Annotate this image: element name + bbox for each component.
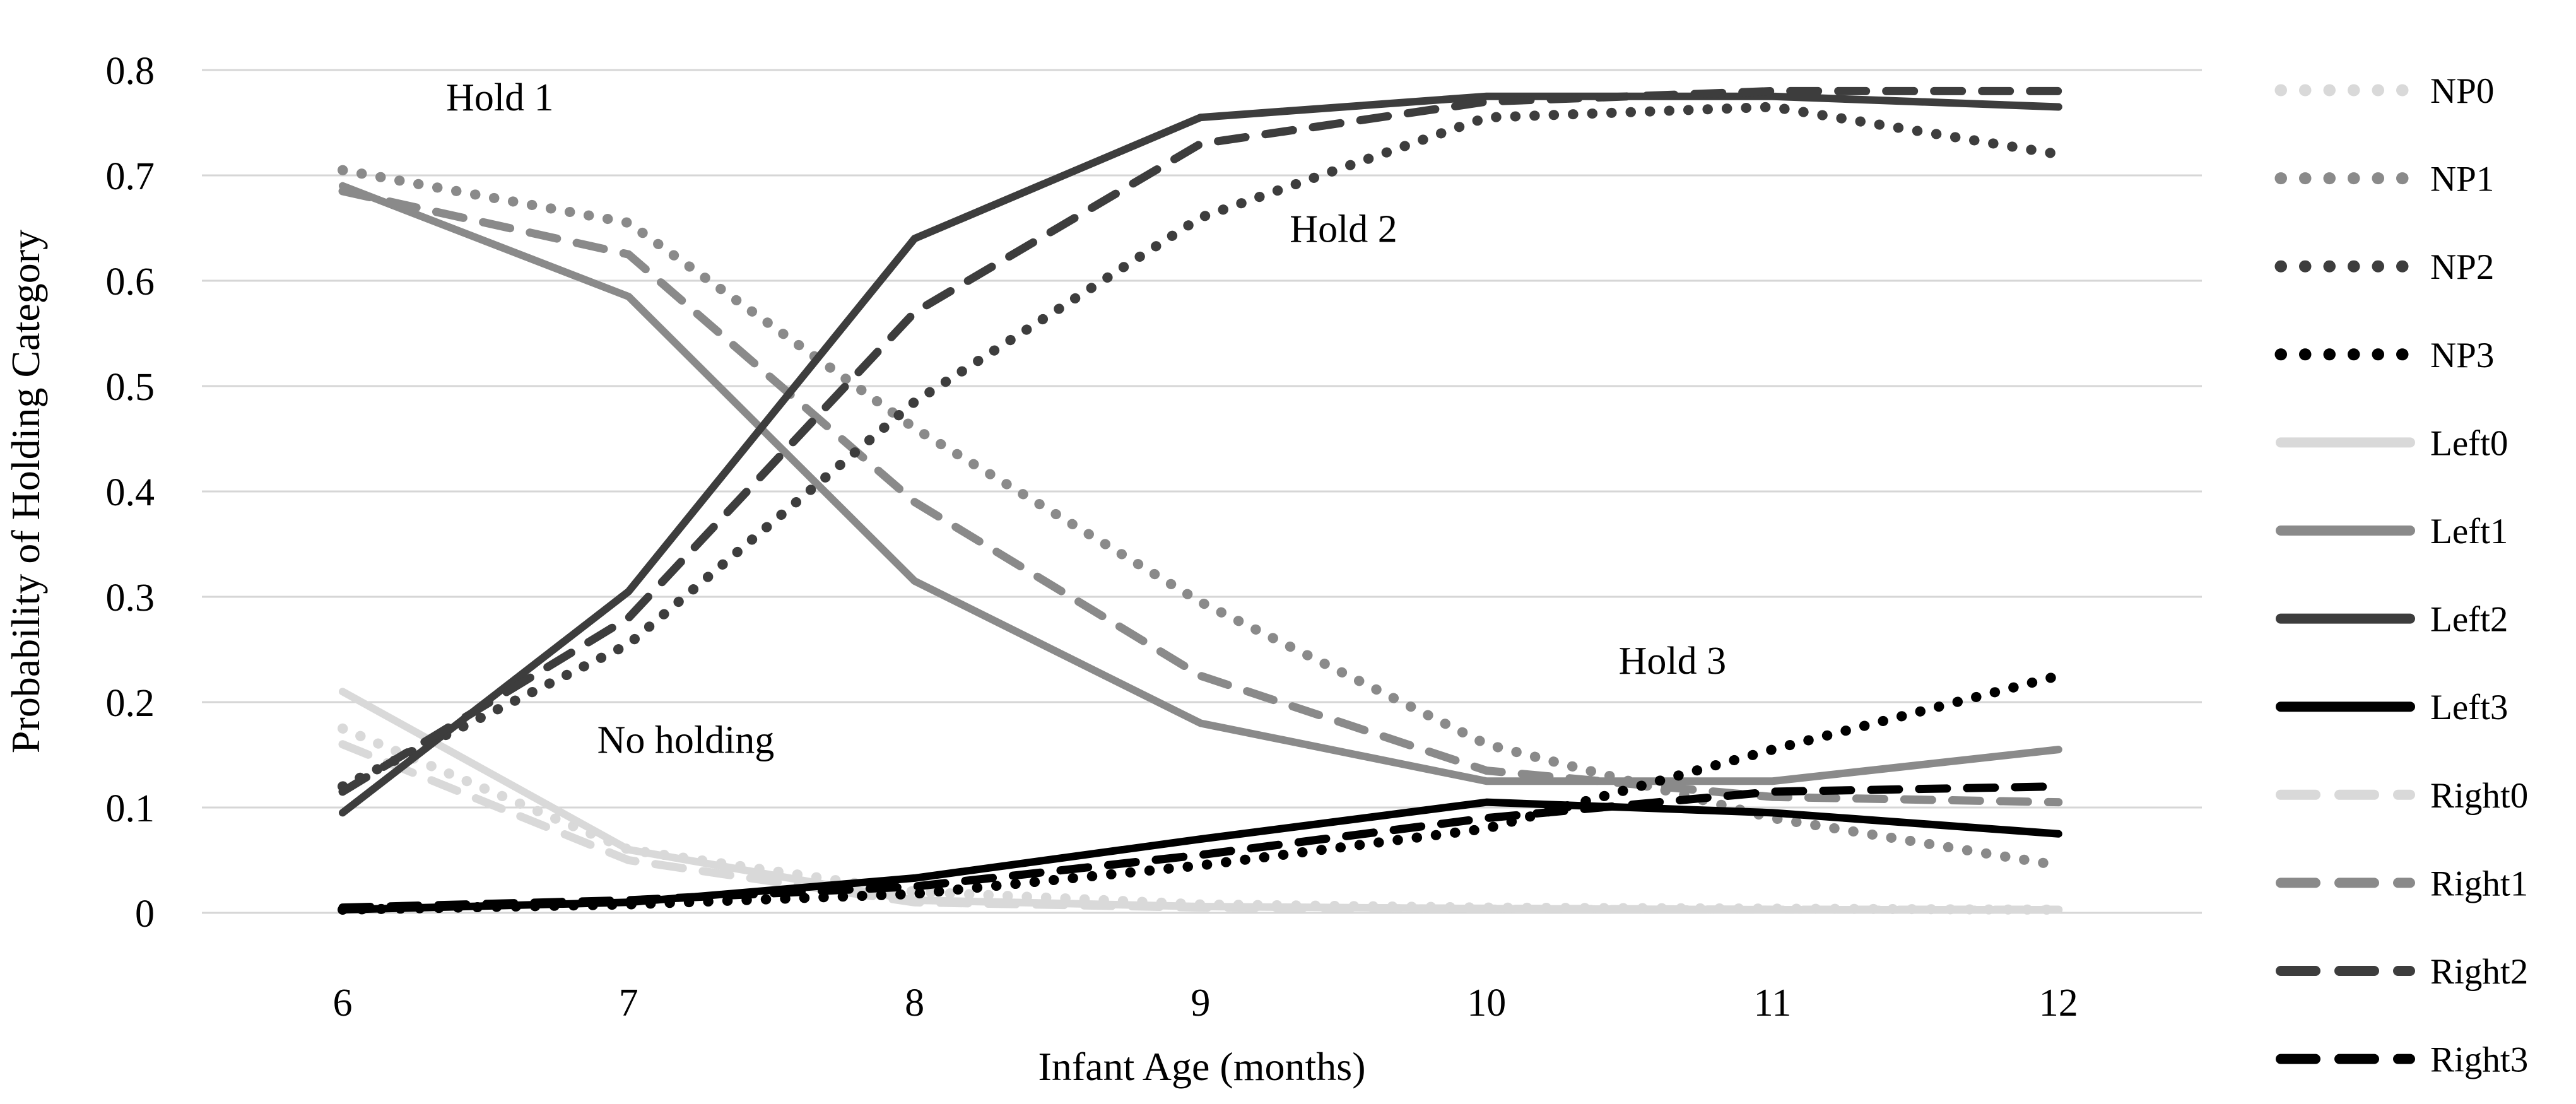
x-tick-label: 8 xyxy=(905,982,924,1025)
series-line-Left1 xyxy=(339,182,2062,785)
legend-label: Left1 xyxy=(2430,512,2508,551)
legend-label: Right2 xyxy=(2430,952,2528,992)
legend-label: Right1 xyxy=(2430,864,2528,903)
legend-item-Right0: Right0 xyxy=(2276,776,2528,816)
x-tick-label: 9 xyxy=(1191,982,1210,1025)
annotation-hold-3: Hold 3 xyxy=(1619,640,1727,683)
legend-item-Left0: Left0 xyxy=(2276,423,2508,463)
series-line-NP1 xyxy=(338,165,2064,871)
legend: NP0 NP1 NP2 NP3 Left0 Left1 Left2 Left3 Right0 Ri… xyxy=(2274,71,2528,1080)
series-line-Right0 xyxy=(338,740,2063,914)
series-line-NP2 xyxy=(338,102,2064,792)
y-tick-label: 0.1 xyxy=(106,787,155,830)
y-tick-label: 0.6 xyxy=(106,261,155,303)
x-tick-label: 10 xyxy=(1467,982,1506,1025)
annotation-hold-2: Hold 2 xyxy=(1290,208,1397,251)
x-axis-title: Infant Age (months) xyxy=(1038,1044,1366,1089)
series-line-Right2 xyxy=(338,86,2063,796)
legend-label: Right0 xyxy=(2430,776,2528,816)
y-tick-label: 0.5 xyxy=(106,366,155,409)
x-tick-label: 6 xyxy=(333,982,353,1025)
y-tick-label: 0.7 xyxy=(106,155,155,198)
x-tick-label: 12 xyxy=(2039,982,2078,1025)
series-line-Right3 xyxy=(338,782,2063,912)
legend-item-NP2: NP2 xyxy=(2274,247,2494,287)
legend-item-NP3: NP3 xyxy=(2274,336,2494,375)
legend-item-Left3: Left3 xyxy=(2276,688,2508,727)
legend-item-Right2: Right2 xyxy=(2276,952,2528,992)
legend-label: Left3 xyxy=(2430,688,2508,727)
legend-item-NP1: NP1 xyxy=(2274,160,2494,199)
series-line-Left2 xyxy=(339,92,2062,817)
legend-label: NP0 xyxy=(2430,71,2494,111)
y-tick-label: 0.3 xyxy=(106,577,155,620)
y-tick-label: 0.8 xyxy=(106,50,155,93)
legend-label: Left0 xyxy=(2430,423,2508,463)
annotation-hold-1: Hold 1 xyxy=(446,76,554,119)
legend-label: Left2 xyxy=(2430,600,2508,640)
legend-item-Right3: Right3 xyxy=(2276,1040,2528,1080)
y-axis-title: Probability of Holding Category xyxy=(3,230,48,753)
legend-label: Right3 xyxy=(2430,1040,2528,1080)
legend-item-Left2: Left2 xyxy=(2276,600,2508,640)
annotation-no-holding: No holding xyxy=(597,719,775,761)
legend-label: NP2 xyxy=(2430,247,2494,287)
gridlines xyxy=(202,69,2202,914)
axes: 0 0.1 0.2 0.3 0.4 0.5 0.6 0.7 0.8 6 7 8 9 10 11 12 Infan… xyxy=(3,50,2078,1089)
series-lines xyxy=(338,86,2064,915)
x-tick-label: 7 xyxy=(619,982,638,1025)
annotations: Hold 1 Hold 2 Hold 3 No holding xyxy=(446,76,1726,762)
legend-label: NP3 xyxy=(2430,336,2494,375)
y-tick-label: 0.4 xyxy=(106,471,155,514)
y-tick-label: 0.2 xyxy=(106,682,155,725)
legend-label: NP1 xyxy=(2430,160,2494,199)
legend-item-Right1: Right1 xyxy=(2276,864,2528,903)
legend-item-Left1: Left1 xyxy=(2276,512,2508,551)
y-tick-label: 0 xyxy=(135,893,155,936)
series-line-Right1 xyxy=(338,187,2063,807)
x-tick-label: 11 xyxy=(1754,982,1792,1025)
legend-item-NP0: NP0 xyxy=(2274,71,2494,111)
